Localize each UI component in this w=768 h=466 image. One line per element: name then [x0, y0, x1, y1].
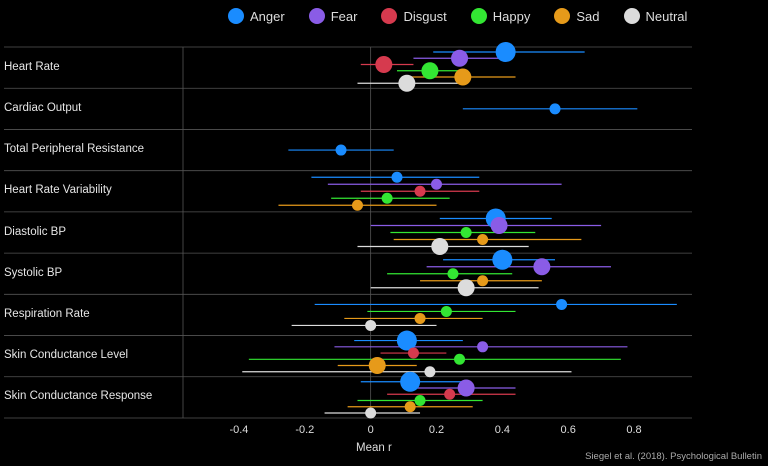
- source-credit: Siegel et al. (2018). Psychological Bull…: [585, 451, 762, 462]
- legend-swatch: [470, 8, 487, 24]
- data-point: [407, 347, 419, 359]
- legend-swatch: [308, 8, 325, 24]
- data-point: [477, 275, 489, 287]
- data-point: [444, 388, 456, 400]
- data-point: [404, 401, 416, 413]
- legend-label: Disgust: [403, 8, 447, 24]
- data-point: [396, 330, 417, 351]
- data-point: [400, 371, 421, 392]
- legend-item: Neutral: [623, 8, 688, 24]
- data-point: [460, 227, 472, 238]
- data-point: [447, 268, 459, 280]
- data-point: [457, 279, 475, 297]
- legend-swatch: [554, 8, 571, 24]
- legend-item: Happy: [470, 8, 531, 24]
- row-label: Heart Rate: [4, 60, 60, 73]
- row-label: Diastolic BP: [4, 225, 66, 238]
- data-point: [457, 379, 475, 397]
- data-point: [335, 144, 347, 156]
- legend-label: Neutral: [645, 8, 688, 24]
- x-tick-label: 0.2: [428, 424, 445, 436]
- legend-label: Anger: [250, 8, 285, 24]
- x-tick-label: 0.4: [494, 424, 510, 436]
- row-label: Skin Conductance Level: [4, 349, 129, 362]
- data-point: [365, 407, 377, 419]
- data-point: [495, 42, 516, 62]
- data-point: [351, 199, 363, 211]
- data-point: [391, 171, 403, 183]
- row-label: Respiration Rate: [4, 307, 90, 320]
- data-point: [451, 49, 469, 67]
- legend-item: Anger: [228, 8, 285, 24]
- legend: Anger Fear Disgust Happy Sad Neutral: [228, 8, 711, 24]
- data-point: [477, 234, 489, 245]
- data-point: [375, 55, 393, 73]
- data-point: [490, 217, 508, 234]
- legend-item: Fear: [308, 8, 358, 24]
- data-point: [414, 312, 426, 324]
- row-label: Cardiac Output: [4, 101, 82, 114]
- x-axis-label: Mean r: [356, 442, 392, 454]
- legend-label: Fear: [330, 8, 358, 24]
- data-point: [556, 298, 568, 310]
- data-point: [549, 103, 561, 115]
- data-point: [454, 68, 472, 86]
- data-point: [454, 353, 466, 365]
- row-label: Total Peripheral Resistance: [4, 143, 144, 156]
- legend-swatch: [623, 8, 640, 24]
- row-label: Systolic BP: [4, 266, 63, 279]
- data-point: [381, 192, 393, 204]
- data-point: [533, 258, 551, 276]
- row-label: Heart Rate Variability: [4, 184, 112, 197]
- x-tick-label: 0.8: [626, 424, 642, 436]
- legend-swatch: [228, 8, 244, 24]
- data-point: [414, 395, 426, 407]
- legend-swatch: [381, 8, 398, 24]
- legend-label: Sad: [576, 8, 600, 24]
- data-point: [398, 74, 416, 92]
- data-point: [368, 357, 386, 375]
- x-tick-label: -0.4: [229, 424, 249, 436]
- data-point: [431, 178, 442, 190]
- data-point: [440, 305, 452, 317]
- data-point: [477, 341, 489, 353]
- x-tick-label: 0.6: [560, 424, 576, 436]
- legend-item: Sad: [554, 8, 600, 24]
- x-tick-label: 0: [367, 424, 374, 436]
- legend-item: Disgust: [381, 8, 447, 24]
- x-tick-label: -0.2: [295, 424, 315, 436]
- data-point: [365, 319, 377, 331]
- row-label: Skin Conductance Response: [4, 390, 153, 403]
- data-point: [492, 249, 513, 270]
- data-point: [431, 238, 449, 255]
- legend-label: Happy: [492, 8, 531, 24]
- data-point: [421, 62, 439, 80]
- data-point: [424, 366, 436, 378]
- data-point: [414, 185, 426, 197]
